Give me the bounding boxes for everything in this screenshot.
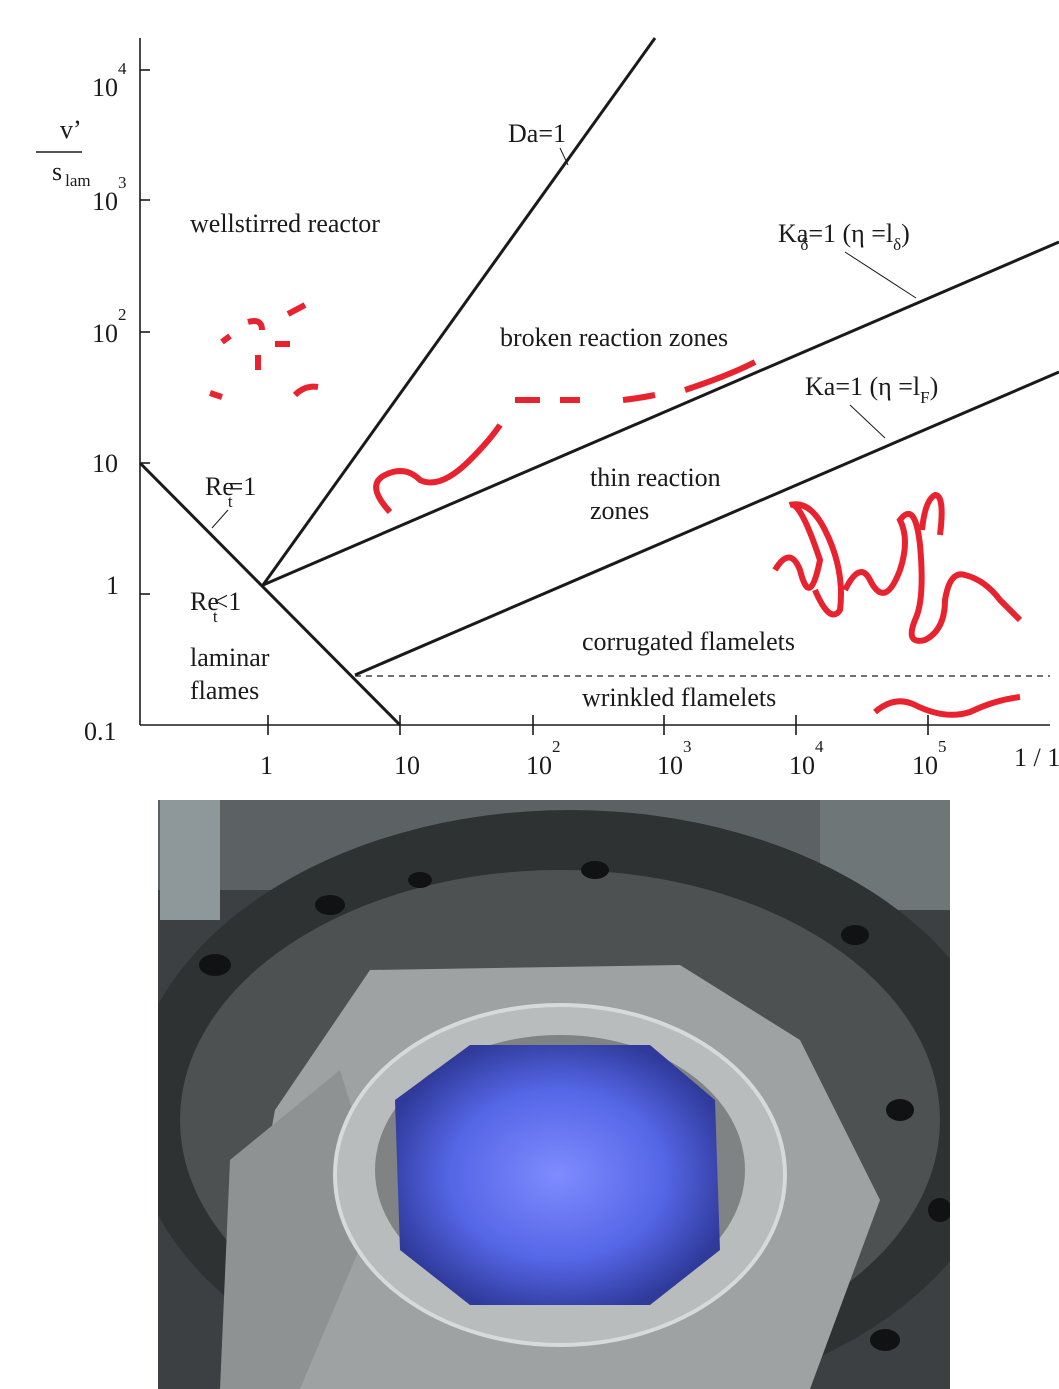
region-label: zones	[590, 496, 649, 525]
x-tick-label: 102	[526, 737, 561, 780]
y-tick-label: 102	[92, 305, 127, 348]
y-tick-labels: 104 103 102 10 1 0.1	[84, 59, 127, 746]
line-label: Kaδ=1 (η =lδ)	[778, 219, 910, 254]
x-tick-label: 10	[394, 751, 420, 780]
region-label: laminar	[190, 643, 270, 672]
x-tick-label: 1	[260, 751, 273, 780]
y-tick-label: 1	[106, 571, 119, 600]
y-tick-label: 103	[92, 173, 127, 216]
region-label: wellstirred reactor	[190, 209, 380, 238]
x-tick-label: 105	[912, 737, 947, 780]
regime-lines	[140, 38, 1059, 725]
x-tick-label: 103	[657, 737, 692, 780]
photo	[130, 800, 1010, 1389]
y-tick-label: 10	[92, 449, 118, 478]
x-tick-labels: 1 10 102 103 104 105 1 / 1	[260, 737, 1059, 780]
region-label: flames	[190, 676, 259, 705]
line-label: Ka=1 (η =lF)	[805, 372, 938, 407]
figure: v’ slam 104 103 102 10 1 0.1 1 10 102 10…	[0, 0, 1059, 1389]
y-tick-label: 104	[92, 59, 127, 102]
region-label: wrinkled flamelets	[582, 683, 776, 712]
y-tick-label: 0.1	[84, 717, 117, 746]
region-label: thin reaction	[590, 463, 721, 492]
line-label: Da=1	[508, 119, 566, 148]
x-label: 1 / 1	[1014, 743, 1059, 772]
region-label: broken reaction zones	[500, 323, 728, 352]
x-tick-label: 104	[789, 737, 824, 780]
page: {"axes": { "y_label": {"numerator": "v’"…	[0, 0, 1059, 1389]
region-label: corrugated flamelets	[582, 627, 795, 656]
y-label-numerator: v’	[60, 115, 82, 144]
